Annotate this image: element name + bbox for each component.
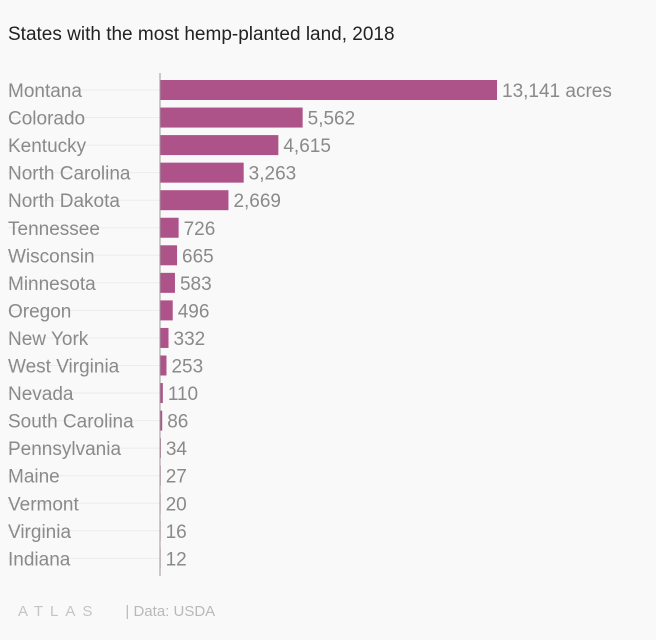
value-label: 20 — [166, 494, 187, 515]
value-label: 34 — [166, 439, 188, 460]
category-label: Maine — [8, 467, 60, 488]
category-label: West Virginia — [8, 357, 120, 378]
value-label: 496 — [178, 301, 210, 322]
value-label: 665 — [182, 246, 214, 267]
category-label: Virginia — [8, 522, 71, 543]
category-label: Nevada — [8, 384, 74, 405]
value-label: 3,263 — [249, 164, 297, 185]
bar[interactable] — [160, 272, 175, 293]
bar[interactable] — [160, 327, 169, 348]
category-label: North Dakota — [8, 191, 120, 212]
bar[interactable] — [160, 383, 163, 404]
value-label: 12 — [166, 549, 187, 570]
value-label: 4,615 — [283, 136, 331, 157]
category-label: Vermont — [8, 494, 79, 515]
value-label: 13,141 acres — [502, 81, 612, 102]
bar[interactable] — [160, 107, 303, 128]
bar[interactable] — [160, 217, 179, 238]
category-label: North Carolina — [8, 164, 131, 185]
chart-title: States with the most hemp-planted land, … — [8, 24, 395, 45]
category-label: Minnesota — [8, 274, 96, 295]
bar[interactable] — [160, 300, 173, 321]
bar[interactable] — [160, 245, 178, 266]
category-label: Colorado — [8, 109, 85, 130]
bar[interactable] — [160, 355, 167, 376]
value-label: 726 — [184, 219, 216, 240]
category-label: South Carolina — [8, 412, 134, 433]
bar[interactable] — [160, 80, 497, 100]
category-label: Wisconsin — [8, 246, 95, 267]
category-label: Indiana — [8, 549, 71, 570]
value-label: 332 — [174, 329, 206, 350]
category-label: Tennessee — [8, 219, 100, 240]
atlas-logo[interactable]: ATLAS — [18, 603, 100, 620]
footer: ATLAS | Data: USDA — [18, 603, 215, 620]
category-label: Kentucky — [8, 136, 87, 157]
value-label: 16 — [166, 522, 187, 543]
bar[interactable] — [160, 162, 244, 183]
value-label: 110 — [168, 384, 198, 405]
value-label: 2,669 — [233, 191, 281, 212]
value-label: 27 — [166, 467, 187, 488]
value-label: 5,562 — [308, 109, 356, 130]
bar[interactable] — [160, 410, 163, 431]
category-label: Montana — [8, 81, 82, 102]
category-label: Pennsylvania — [8, 439, 121, 460]
category-label: Oregon — [8, 301, 71, 322]
bar[interactable] — [160, 190, 229, 211]
category-label: New York — [8, 329, 89, 350]
value-label: 253 — [171, 357, 203, 378]
bar[interactable] — [160, 135, 279, 156]
value-label: 86 — [167, 412, 188, 433]
value-label: 583 — [180, 274, 212, 295]
source-note: | Data: USDA — [125, 603, 216, 620]
